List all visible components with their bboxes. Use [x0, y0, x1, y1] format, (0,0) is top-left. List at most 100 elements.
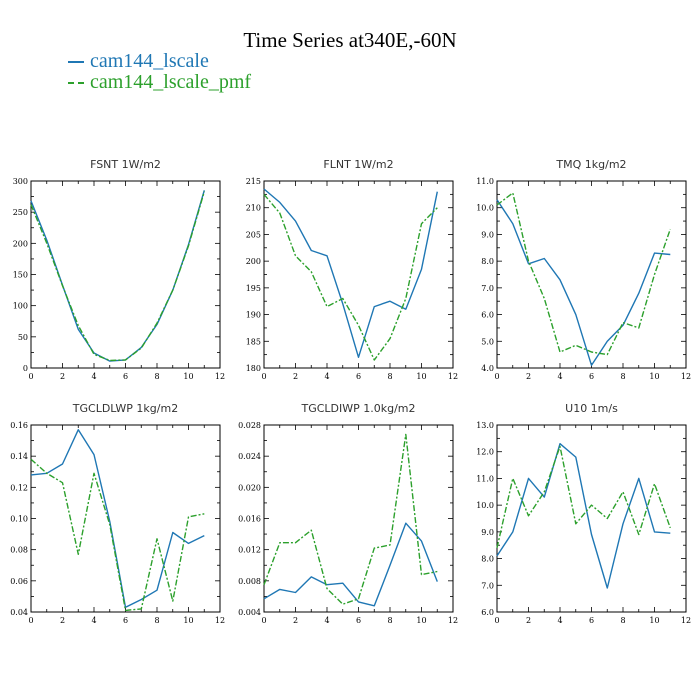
x-tick-label: 0 — [494, 616, 499, 625]
y-tick-label: 6.0 — [481, 311, 494, 320]
x-tick-label: 12 — [448, 616, 458, 625]
panel-title: TMQ 1kg/m2 — [555, 158, 626, 171]
y-tick-label: 150 — [13, 271, 28, 280]
y-tick-label: 9.0 — [481, 528, 494, 537]
y-tick-label: 10.0 — [476, 204, 494, 213]
plot-frame — [496, 180, 687, 369]
figure-title: Time Series at340E,-60N — [243, 28, 457, 52]
y-tick-label: 210 — [246, 204, 261, 213]
x-tick-label: 10 — [416, 616, 426, 625]
y-tick-label: 0 — [23, 364, 28, 373]
y-tick-label: 9.0 — [481, 230, 494, 239]
x-tick-label: 2 — [60, 372, 65, 381]
y-tick-label: 8.0 — [481, 257, 494, 266]
legend-item-series2: cam144_lscale_pmf — [68, 71, 251, 93]
plot-frame — [263, 180, 454, 369]
x-tick-label: 2 — [293, 372, 298, 381]
x-tick-label: 6 — [123, 616, 128, 625]
series-line-2 — [30, 191, 205, 362]
series-line-2 — [263, 433, 438, 605]
x-tick-label: 8 — [620, 616, 625, 625]
x-tick-label: 6 — [589, 372, 594, 381]
y-tick-label: 190 — [246, 311, 261, 320]
x-tick-label: 2 — [293, 616, 298, 625]
legend-line-series1 — [68, 61, 84, 64]
y-tick-label: 7.0 — [481, 284, 494, 293]
x-tick-label: 12 — [215, 616, 225, 625]
plot-frame — [496, 424, 687, 613]
x-tick-label: 4 — [324, 372, 329, 381]
x-tick-label: 10 — [183, 616, 193, 625]
x-tick-label: 10 — [183, 372, 193, 381]
y-tick-label: 0.024 — [238, 452, 261, 461]
legend-label-series1: cam144_lscale — [90, 50, 209, 72]
legend-line-series2 — [68, 82, 84, 85]
y-tick-label: 50 — [18, 333, 28, 342]
x-tick-label: 2 — [60, 616, 65, 625]
x-tick-label: 4 — [91, 372, 96, 381]
x-tick-label: 6 — [356, 372, 361, 381]
y-tick-label: 4.0 — [481, 364, 494, 373]
y-tick-label: 13.0 — [476, 421, 494, 430]
y-tick-label: 300 — [13, 177, 28, 186]
x-tick-label: 0 — [261, 372, 266, 381]
series-line-1 — [496, 199, 671, 366]
y-tick-label: 100 — [13, 302, 28, 311]
x-tick-label: 8 — [154, 372, 159, 381]
x-tick-label: 0 — [261, 616, 266, 625]
x-tick-label: 4 — [91, 616, 96, 625]
x-tick-label: 4 — [557, 372, 562, 381]
y-tick-label: 180 — [246, 364, 261, 373]
x-tick-label: 0 — [494, 372, 499, 381]
x-tick-label: 12 — [448, 372, 458, 381]
y-tick-label: 6.0 — [481, 608, 494, 617]
x-tick-label: 2 — [526, 616, 531, 625]
panel-title: TGCLDIWP 1.0kg/m2 — [300, 402, 415, 415]
x-tick-label: 10 — [649, 616, 659, 625]
y-tick-label: 0.16 — [10, 421, 28, 430]
y-tick-label: 5.0 — [481, 337, 494, 346]
y-tick-label: 0.020 — [238, 483, 261, 492]
y-tick-label: 200 — [246, 257, 261, 266]
y-tick-label: 0.008 — [238, 577, 261, 586]
y-tick-label: 0.14 — [10, 452, 28, 461]
x-tick-label: 12 — [681, 372, 691, 381]
y-tick-label: 11.0 — [476, 474, 494, 483]
y-tick-label: 0.004 — [238, 608, 261, 617]
x-tick-label: 6 — [589, 616, 594, 625]
x-tick-label: 8 — [620, 372, 625, 381]
y-tick-label: 0.12 — [10, 483, 28, 492]
y-tick-label: 0.028 — [238, 421, 261, 430]
x-tick-label: 12 — [215, 372, 225, 381]
y-tick-label: 12.0 — [476, 448, 494, 457]
x-tick-label: 10 — [416, 372, 426, 381]
x-tick-label: 10 — [649, 372, 659, 381]
x-tick-label: 4 — [324, 616, 329, 625]
x-tick-label: 8 — [387, 616, 392, 625]
series-line-2 — [496, 192, 671, 356]
x-tick-label: 12 — [681, 616, 691, 625]
y-tick-label: 0.06 — [10, 577, 28, 586]
panel-title: U10 1m/s — [565, 402, 618, 415]
y-tick-label: 0.04 — [10, 608, 28, 617]
series-line-2 — [263, 193, 438, 361]
series-line-1 — [496, 443, 671, 589]
plot-frame — [30, 424, 221, 613]
y-tick-label: 7.0 — [481, 581, 494, 590]
y-tick-label: 250 — [13, 208, 28, 217]
y-tick-label: 11.0 — [476, 177, 494, 186]
y-tick-label: 0.016 — [238, 515, 261, 524]
x-tick-label: 8 — [154, 616, 159, 625]
series-line-1 — [263, 188, 438, 358]
y-tick-label: 10.0 — [476, 501, 494, 510]
panel-title: FSNT 1W/m2 — [90, 158, 161, 171]
y-tick-label: 0.012 — [238, 546, 261, 555]
x-tick-label: 0 — [28, 616, 33, 625]
plot-frame — [263, 424, 454, 613]
y-tick-label: 0.10 — [10, 515, 28, 524]
x-tick-label: 2 — [526, 372, 531, 381]
x-tick-label: 6 — [123, 372, 128, 381]
legend-label-series2: cam144_lscale_pmf — [90, 71, 252, 93]
y-tick-label: 205 — [246, 230, 261, 239]
